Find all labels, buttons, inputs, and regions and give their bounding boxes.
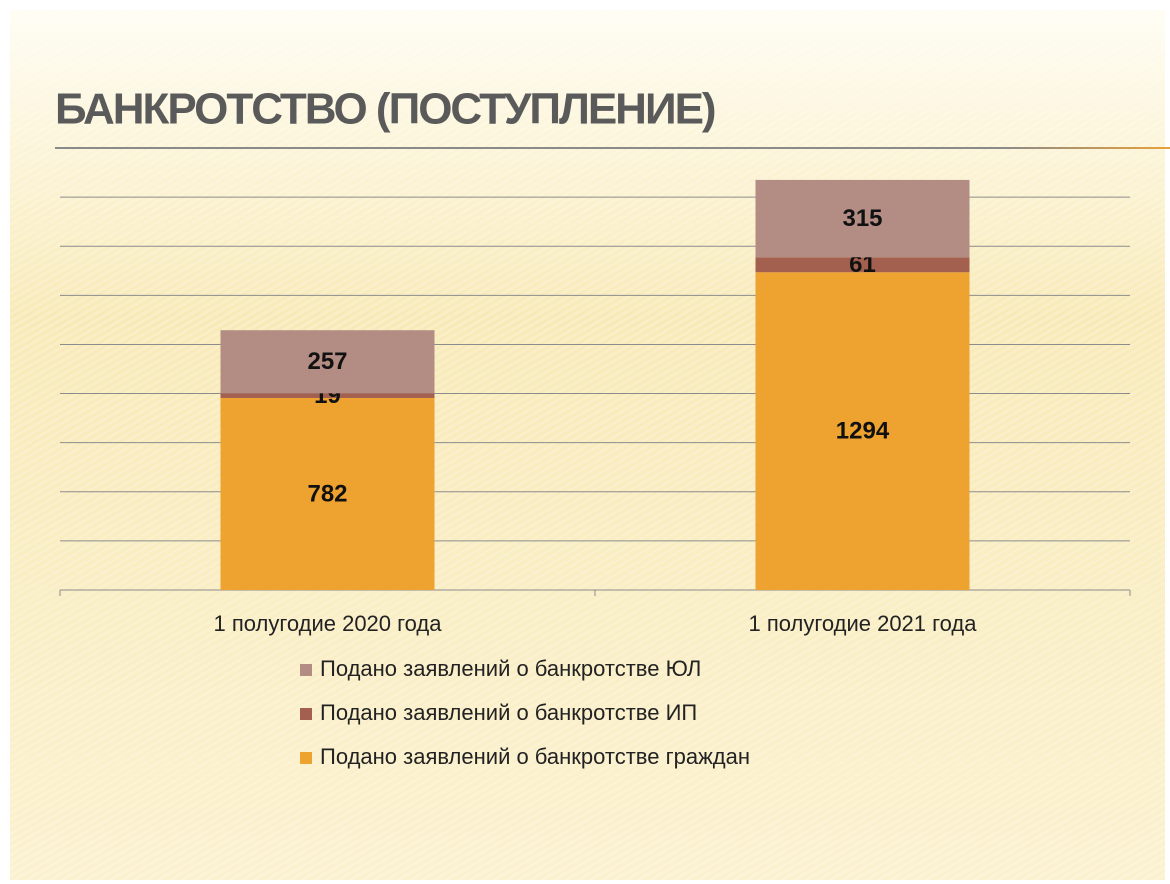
title-rule bbox=[55, 147, 1170, 149]
bar-segment bbox=[220, 330, 435, 394]
slide-texture bbox=[10, 10, 1165, 880]
bar-segment bbox=[755, 272, 970, 590]
legend-swatch bbox=[300, 752, 312, 764]
legend-label: Подано заявлений о банкротстве ЮЛ bbox=[320, 656, 701, 681]
data-label: 315 bbox=[842, 205, 882, 232]
data-label: 1294 bbox=[836, 417, 890, 444]
x-tick-label: 1 полугодие 2021 года bbox=[748, 611, 977, 636]
legend-swatch bbox=[300, 664, 312, 676]
chart-title: БАНКРОТСТВО (ПОСТУПЛЕНИЕ) bbox=[55, 85, 715, 134]
data-label: 257 bbox=[307, 348, 347, 375]
bar-segment bbox=[755, 257, 970, 273]
x-tick-label: 1 полугодие 2020 года bbox=[213, 611, 442, 636]
bar-segment bbox=[755, 179, 970, 258]
bar-segment bbox=[220, 397, 435, 590]
legend-swatch bbox=[300, 708, 312, 720]
legend-label: Подано заявлений о банкротстве граждан bbox=[320, 744, 750, 769]
legend-label: Подано заявлений о банкротстве ИП bbox=[320, 700, 697, 725]
data-label: 782 bbox=[307, 480, 347, 507]
bar-segment bbox=[220, 393, 435, 398]
